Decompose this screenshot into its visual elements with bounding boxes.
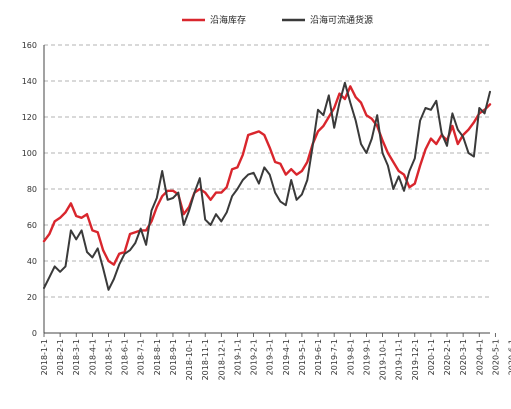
- x-tick-label: 2018-2-1: [56, 339, 65, 375]
- series-line-0: [42, 85, 492, 266]
- x-axis-ticks: 2018-1-1 2018-2-1 2018-3-1 2018-4-1 2018-5-1…: [40, 333, 511, 380]
- x-tick-label: 2019-1-1: [233, 339, 242, 375]
- legend: 沿海库存 沿海可流通货源: [182, 14, 373, 26]
- x-tick-label: 2019-7-1: [330, 339, 339, 375]
- x-tick-label: 2018-10-1: [185, 339, 194, 380]
- series-lines: [42, 81, 492, 291]
- x-tick-label: 2018-9-1: [169, 339, 178, 375]
- legend-label-inventory: 沿海库存: [210, 14, 246, 26]
- x-tick-label: 2018-7-1: [137, 339, 146, 375]
- x-tick-label: 2019-5-1: [298, 339, 307, 375]
- series-line-1: [43, 81, 491, 291]
- y-axis-ticks: 0 20 40 60 80 100 120 140 160: [22, 41, 37, 338]
- y-tick-label: 20: [27, 293, 37, 302]
- x-tick-label: 2018-3-1: [72, 339, 81, 375]
- axes: [43, 45, 490, 334]
- x-tick-label: 2019-10-1: [379, 339, 388, 380]
- x-tick-label: 2019-9-1: [362, 339, 371, 375]
- x-tick-label: 2020-3-1: [459, 339, 468, 375]
- y-tick-label: 120: [22, 113, 37, 122]
- x-tick-label: 2020-4-1: [475, 339, 484, 375]
- legend-label-tradable-supply: 沿海可流通货源: [310, 14, 373, 26]
- x-tick-label: 2019-11-1: [395, 339, 404, 380]
- x-tick-label: 2019-12-1: [411, 339, 420, 380]
- x-tick-label: 2020-1-1: [427, 339, 436, 375]
- x-tick-label: 2020-2-1: [443, 339, 452, 375]
- x-tick-label: 2019-3-1: [266, 339, 275, 375]
- y-tick-label: 80: [27, 185, 37, 194]
- x-tick-label: 2018-6-1: [121, 339, 130, 375]
- x-tick-label: 2019-2-1: [250, 339, 259, 375]
- x-tick-label: 2018-5-1: [104, 339, 113, 375]
- x-tick-label: 2018-12-1: [217, 339, 226, 380]
- x-tick-label: 2019-8-1: [346, 339, 355, 375]
- x-tick-label: 2018-4-1: [88, 339, 97, 375]
- x-tick-label: 2018-11-1: [201, 339, 210, 380]
- x-tick-label: 2018-1-1: [40, 339, 49, 375]
- x-tick-label: 2020-6-1: [507, 339, 511, 375]
- x-tick-label: 2018-8-1: [153, 339, 162, 375]
- x-tick-label: 2019-6-1: [314, 339, 323, 375]
- y-tick-label: 60: [27, 221, 37, 230]
- y-tick-label: 160: [22, 41, 37, 50]
- x-tick-label: 2020-5-1: [491, 339, 500, 375]
- y-tick-label: 100: [22, 149, 37, 158]
- y-tick-label: 40: [27, 257, 37, 266]
- x-tick-label: 2019-4-1: [282, 339, 291, 375]
- y-tick-label: 140: [22, 77, 37, 86]
- y-tick-label: 0: [32, 329, 37, 338]
